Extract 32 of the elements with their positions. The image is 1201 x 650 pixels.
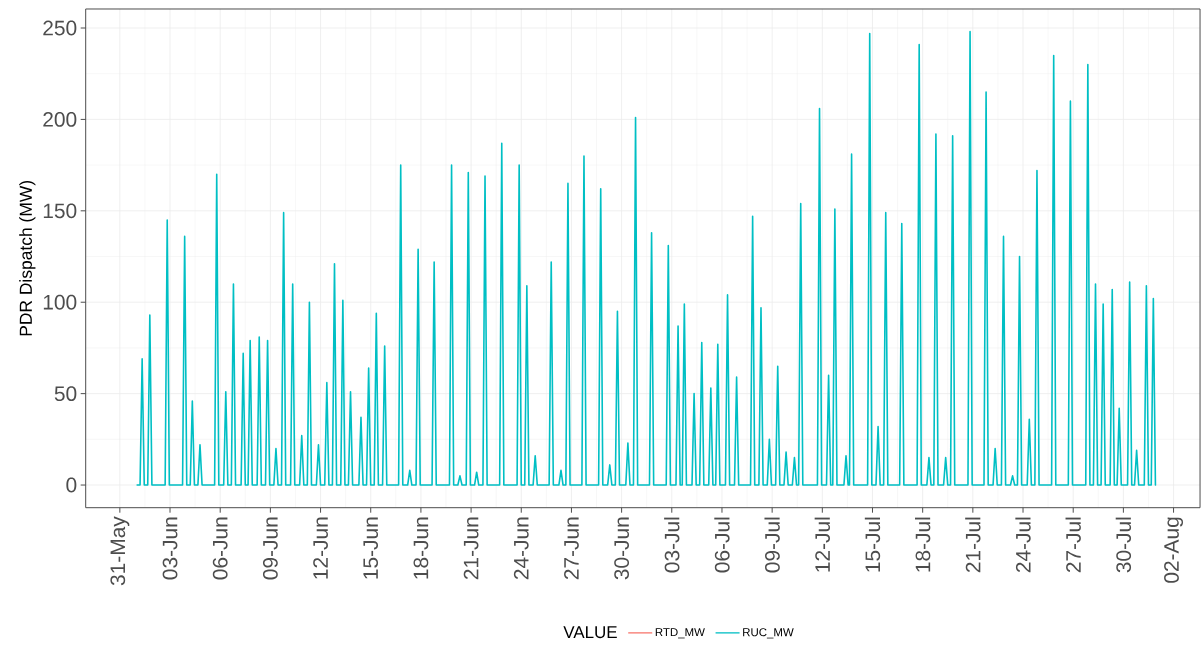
legend-label: RUC_MW [743, 628, 794, 639]
x-tick-label: 30-Jun [614, 517, 630, 580]
legend-title: VALUE [563, 626, 617, 639]
x-tick-label: 18-Jun [413, 517, 429, 579]
y-tick-label: 100 [43, 294, 77, 310]
y-axis-title: PDR Dispatch (MW) [19, 181, 36, 336]
x-tick-label: 15-Jun [363, 517, 379, 579]
x-tick-label: 27-Jun [564, 517, 579, 580]
x-tick-label: 09-Jul [764, 517, 780, 573]
x-tick-label: 27-Jul [1065, 517, 1081, 573]
y-tick-label: 0 [66, 477, 77, 493]
x-tick-label: 06-Jun [212, 517, 228, 580]
x-tick-label: 12-Jun [313, 517, 328, 579]
x-tick-label: 06-Jul [714, 517, 730, 573]
x-tick-label: 18-Jul [915, 517, 931, 572]
y-tick-label: 250 [43, 20, 77, 36]
x-tick-label: 15-Jul [864, 517, 881, 572]
legend-label: RTD_MW [655, 628, 705, 639]
x-tick-label: 21-Jul [965, 517, 981, 573]
x-tick-label: 09-Jun [262, 517, 278, 580]
x-tick-label: 24-Jul [1015, 517, 1031, 573]
x-tick-label: 03-Jun [162, 517, 178, 580]
x-tick-label: 24-Jun [513, 517, 529, 580]
x-tick-label: 03-Jul [664, 517, 680, 573]
x-tick-label: 31-May [110, 516, 130, 586]
x-tick-label: 12-Jul [814, 517, 830, 572]
y-tick-label: 50 [54, 386, 77, 402]
x-tick-label: 30-Jul [1115, 517, 1132, 573]
y-tick-label: 150 [43, 203, 77, 219]
x-tick-label: 21-Jun [463, 517, 479, 580]
x-tick-label: 02-Aug [1164, 517, 1184, 583]
y-tick-label: 200 [43, 112, 77, 127]
